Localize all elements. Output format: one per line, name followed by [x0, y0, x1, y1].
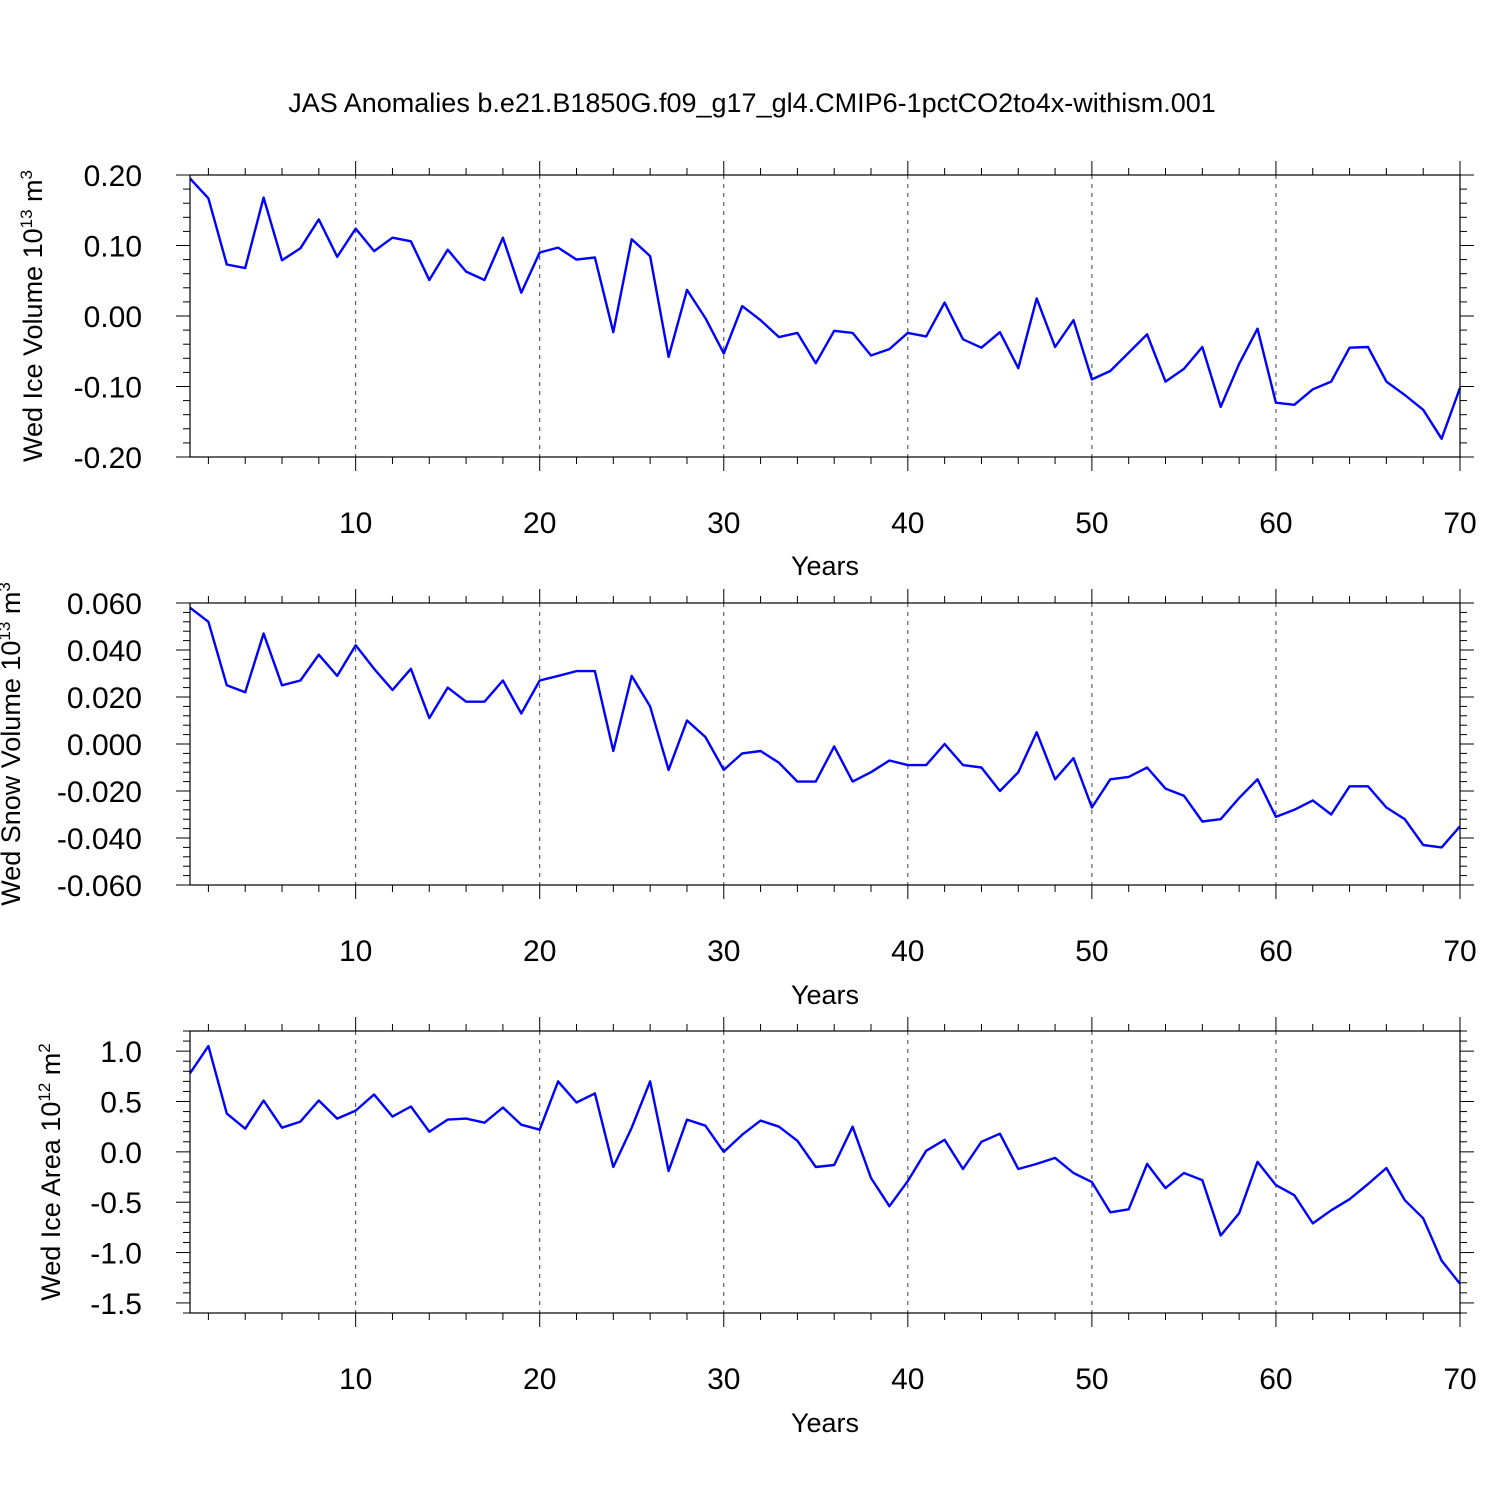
ice-area-series-line: [189, 1044, 1461, 1285]
ice-area-tick-labels: 10 20 30 40 50 60 70 1.0 0.5 0.0 -0.5 -1.0 -1.5: [90, 1036, 1476, 1396]
ice-volume-plot-frame: [189, 174, 1461, 458]
snow-volume-y-tick-label: 0.000: [67, 729, 142, 762]
snow-volume-x-tick-label: 40: [891, 935, 924, 968]
ice-area-ticks: [176, 1017, 1474, 1327]
snow-volume-y-tick-label: 0.040: [67, 635, 142, 668]
ice-volume-x-tick-label: 70: [1443, 507, 1476, 540]
ice-volume-y-tick-label: 0.00: [84, 301, 142, 334]
snow-volume-y-axis-title: Wed Snow Volume 1013 m3: [0, 582, 26, 906]
ice-volume-y-axis-title: Wed Ice Volume 1013 m3: [17, 170, 48, 462]
snow-volume-series-line: [189, 606, 1461, 849]
panel-snow-volume: 10 20 30 40 50 60 70 0.060 0.040 0.020 0.000 -0.020…: [0, 582, 1477, 1010]
snow-volume-x-tick-label: 70: [1443, 935, 1476, 968]
ice-volume-y-tick-label: 0.10: [84, 231, 142, 264]
ice-area-y-tick-label: -1.5: [90, 1288, 142, 1321]
ice-volume-x-tick-label: 50: [1075, 507, 1108, 540]
ice-volume-series-line: [189, 177, 1462, 440]
ice-volume-x-tick-label: 60: [1259, 507, 1292, 540]
ice-area-x-tick-label: 10: [339, 1363, 372, 1396]
snow-volume-x-axis-title: Years: [791, 980, 859, 1010]
ice-area-y-tick-label: 0.5: [100, 1087, 142, 1120]
snow-volume-y-tick-label: -0.020: [57, 776, 142, 809]
panel-ice-area: 10 20 30 40 50 60 70 1.0 0.5 0.0 -0.5 -1.0 -1.5 Year…: [35, 1017, 1477, 1438]
ice-area-x-tick-label: 20: [523, 1363, 556, 1396]
snow-volume-y-tick-label: 0.020: [67, 682, 142, 715]
ice-area-y-tick-label: -1.0: [90, 1238, 142, 1271]
snow-volume-x-tick-label: 20: [523, 935, 556, 968]
ice-volume-x-tick-label: 20: [523, 507, 556, 540]
ice-area-plot-frame: [189, 1030, 1461, 1314]
ice-area-x-tick-label: 70: [1443, 1363, 1476, 1396]
ice-area-y-tick-label: 0.0: [100, 1137, 142, 1170]
ice-volume-ticks: [176, 161, 1474, 471]
snow-volume-x-tick-label: 50: [1075, 935, 1108, 968]
snow-volume-y-tick-label: -0.060: [57, 870, 142, 903]
ice-area-x-tick-label: 40: [891, 1363, 924, 1396]
figure-title: JAS Anomalies b.e21.B1850G.f09_g17_gl4.C…: [288, 88, 1216, 118]
snow-volume-grid: [355, 603, 1277, 885]
ice-volume-x-axis-title: Years: [791, 551, 859, 581]
ice-area-x-tick-label: 30: [707, 1363, 740, 1396]
ice-area-y-tick-label: -0.5: [90, 1187, 142, 1220]
ice-area-x-tick-label: 50: [1075, 1363, 1108, 1396]
ice-volume-x-tick-label: 30: [707, 507, 740, 540]
ice-area-x-axis-title: Years: [791, 1408, 859, 1438]
snow-volume-ticks: [176, 589, 1474, 899]
ice-volume-x-tick-label: 40: [891, 507, 924, 540]
panel-ice-volume: 10 20 30 40 50 60 70 0.20 0.10 0.00 -0.10 -0.20 Yea…: [17, 160, 1477, 581]
ice-area-y-axis-title: Wed Ice Area 1012 m2: [35, 1043, 66, 1301]
snow-volume-y-tick-label: 0.060: [67, 588, 142, 621]
ice-area-grid: [355, 1031, 1277, 1313]
ice-area-x-tick-label: 60: [1259, 1363, 1292, 1396]
ice-volume-y-tick-label: -0.10: [74, 372, 142, 405]
snow-volume-x-tick-label: 30: [707, 935, 740, 968]
ice-volume-x-tick-label: 10: [339, 507, 372, 540]
snow-volume-x-tick-label: 10: [339, 935, 372, 968]
ice-volume-tick-labels: 10 20 30 40 50 60 70 0.20 0.10 0.00 -0.10 -0.20: [74, 160, 1477, 540]
ice-volume-y-tick-label: -0.20: [74, 442, 142, 475]
snow-volume-plot-frame: [189, 602, 1461, 886]
ice-volume-y-tick-label: 0.20: [84, 160, 142, 193]
ice-volume-grid: [355, 175, 1277, 457]
ice-area-y-tick-label: 1.0: [100, 1036, 142, 1069]
snow-volume-tick-labels: 10 20 30 40 50 60 70 0.060 0.040 0.020 0.000 -0.020…: [57, 588, 1477, 968]
snow-volume-x-tick-label: 60: [1259, 935, 1292, 968]
snow-volume-y-tick-label: -0.040: [57, 823, 142, 856]
